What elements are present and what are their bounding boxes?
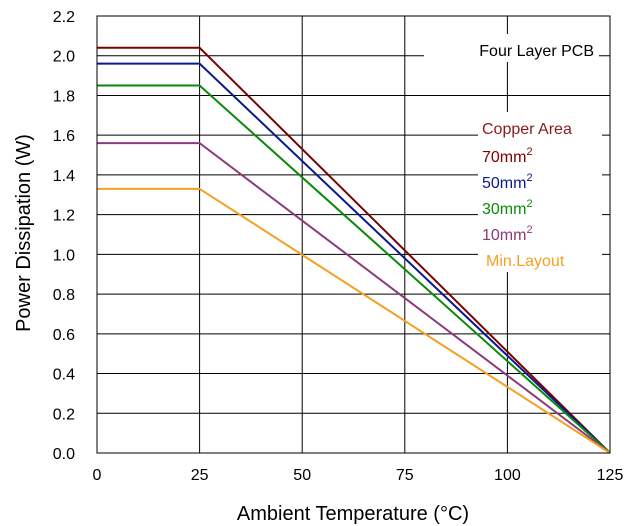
y-tick-label: 1.6 xyxy=(53,128,75,145)
legend-box xyxy=(478,112,602,272)
series-lines xyxy=(97,46,611,454)
x-tick-label: 75 xyxy=(396,467,414,484)
x-tick-label: 50 xyxy=(293,467,311,484)
legend-entry: Min.Layout xyxy=(486,253,565,270)
legend: 70mm2 50mm2 30mm2 10mm2 Min.Layout xyxy=(482,146,565,270)
legend-entry: 30mm2 xyxy=(482,198,533,218)
y-axis-label: Power Dissipation (W) xyxy=(13,134,35,332)
y-tick-label: 0.8 xyxy=(53,287,75,304)
y-tick-label: 0.2 xyxy=(53,406,75,423)
series-line xyxy=(97,142,611,454)
x-tick-label: 25 xyxy=(191,467,209,484)
annotation-four-layer-pcb: Four Layer PCB xyxy=(479,43,594,60)
y-tick-label: 1.0 xyxy=(53,247,75,264)
y-tick-label: 1.4 xyxy=(53,168,75,185)
plot-area-frame xyxy=(96,15,611,454)
y-tick-label: 0.0 xyxy=(53,446,75,463)
series-line xyxy=(97,187,611,454)
series-line xyxy=(97,84,611,454)
y-tick-label: 0.4 xyxy=(53,367,75,384)
annotation-box xyxy=(424,34,599,62)
series-line xyxy=(97,46,611,454)
legend-entry: 10mm2 xyxy=(482,224,533,244)
y-tick-label: 0.6 xyxy=(53,327,75,344)
x-tick-label: 100 xyxy=(494,467,521,484)
y-tick-label: 2.2 xyxy=(53,9,75,26)
series-line xyxy=(97,62,611,454)
x-tick-labels: 0 25 50 75 100 125 xyxy=(93,467,624,484)
legend-entry: 70mm2 xyxy=(482,146,533,166)
y-tick-labels: 0.0 0.2 0.4 0.6 0.8 1.0 1.2 1.4 1.6 1.8 2.0 2.2 xyxy=(53,9,75,463)
y-tick-label: 1.2 xyxy=(53,208,75,225)
legend-title: Copper Area xyxy=(482,121,572,138)
x-tick-label: 0 xyxy=(93,467,102,484)
x-tick-label: 125 xyxy=(597,467,624,484)
x-axis-label: Ambient Temperature (°C) xyxy=(237,503,469,525)
y-tick-label: 2.0 xyxy=(53,49,75,66)
y-tick-label: 1.8 xyxy=(53,88,75,105)
legend-entry: 50mm2 xyxy=(482,172,533,192)
